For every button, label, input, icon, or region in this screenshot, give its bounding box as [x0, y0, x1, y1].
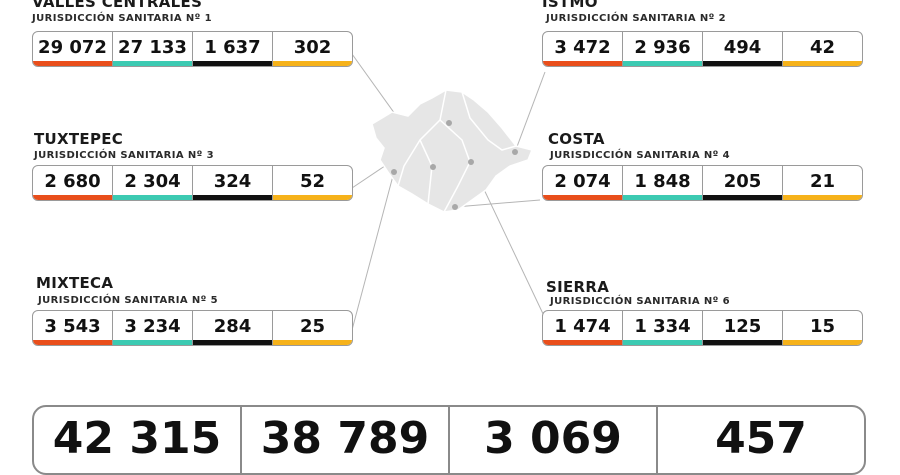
value-confirmed: 3 543: [33, 311, 113, 345]
region-jurisdiction: JURISDICCIÓN SANITARIA Nº 6: [550, 296, 730, 307]
value-recovered: 2 936: [623, 32, 703, 66]
region-jurisdiction: JURISDICCIÓN SANITARIA Nº 3: [34, 150, 214, 161]
value-confirmed: 1 474: [543, 311, 623, 345]
value-active: 52: [273, 166, 352, 200]
region-name: VALLES CENTRALES: [32, 0, 203, 11]
value-active: 302: [273, 32, 352, 66]
value-deaths: 284: [193, 311, 273, 345]
value-deaths: 205: [703, 166, 783, 200]
region-name: COSTA: [548, 130, 605, 148]
region-name: TUXTEPEC: [34, 130, 124, 148]
oaxaca-map: [351, 53, 546, 331]
value-recovered: 3 234: [113, 311, 193, 345]
total-confirmed: 42 315: [34, 407, 242, 473]
value-active: 15: [783, 311, 862, 345]
value-confirmed: 29 072: [33, 32, 113, 66]
value-deaths: 494: [703, 32, 783, 66]
value-active: 21: [783, 166, 862, 200]
total-active: 457: [715, 413, 807, 464]
region-name: MIXTECA: [36, 274, 114, 292]
region-jurisdiction: JURISDICCIÓN SANITARIA Nº 1: [32, 13, 212, 24]
value-recovered: 27 133: [113, 32, 193, 66]
region-jurisdiction: JURISDICCIÓN SANITARIA Nº 4: [550, 150, 730, 161]
region-jurisdiction: JURISDICCIÓN SANITARIA Nº 5: [38, 295, 218, 306]
value-deaths: 1 637: [193, 32, 273, 66]
value-deaths: 324: [193, 166, 273, 200]
region-jurisdiction: JURISDICCIÓN SANITARIA Nº 2: [546, 13, 726, 24]
value-confirmed: 2 680: [33, 166, 113, 200]
total-recovered: 38 789: [242, 407, 450, 473]
region-name: SIERRA: [546, 278, 610, 296]
value-active: 42: [783, 32, 862, 66]
value-recovered: 1 334: [623, 311, 703, 345]
value-recovered: 1 848: [623, 166, 703, 200]
value-active: 25: [273, 311, 352, 345]
region-name: ISTMO: [542, 0, 598, 11]
state-totals: 42 315 38 789 3 069 457: [32, 405, 866, 475]
value-deaths: 125: [703, 311, 783, 345]
total-deaths: 3 069: [450, 407, 658, 473]
value-recovered: 2 304: [113, 166, 193, 200]
value-confirmed: 2 074: [543, 166, 623, 200]
value-confirmed: 3 472: [543, 32, 623, 66]
